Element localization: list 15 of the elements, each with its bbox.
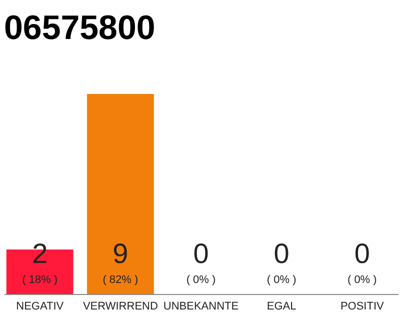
x-tick-label: POSITIV [340, 300, 385, 312]
annotation: ( 0% ) [186, 274, 216, 286]
annotation: ( 82% ) [102, 274, 138, 286]
annotation: ( 0% ) [266, 274, 296, 286]
data-label: 0 [193, 238, 209, 269]
annotation: ( 0% ) [347, 274, 377, 286]
data-label: 0 [354, 238, 370, 269]
chart-title: 06575800 [4, 9, 156, 47]
x-tick-label: NEGATIV [16, 300, 64, 312]
x-tick-label: EGAL [266, 300, 296, 312]
x-tick-label: UNBEKANNTE [163, 300, 239, 312]
data-label: 9 [112, 238, 128, 269]
x-tick-label: VERWIRREND [82, 300, 158, 312]
annotation: ( 18% ) [22, 274, 58, 286]
data-label: 0 [274, 238, 290, 269]
